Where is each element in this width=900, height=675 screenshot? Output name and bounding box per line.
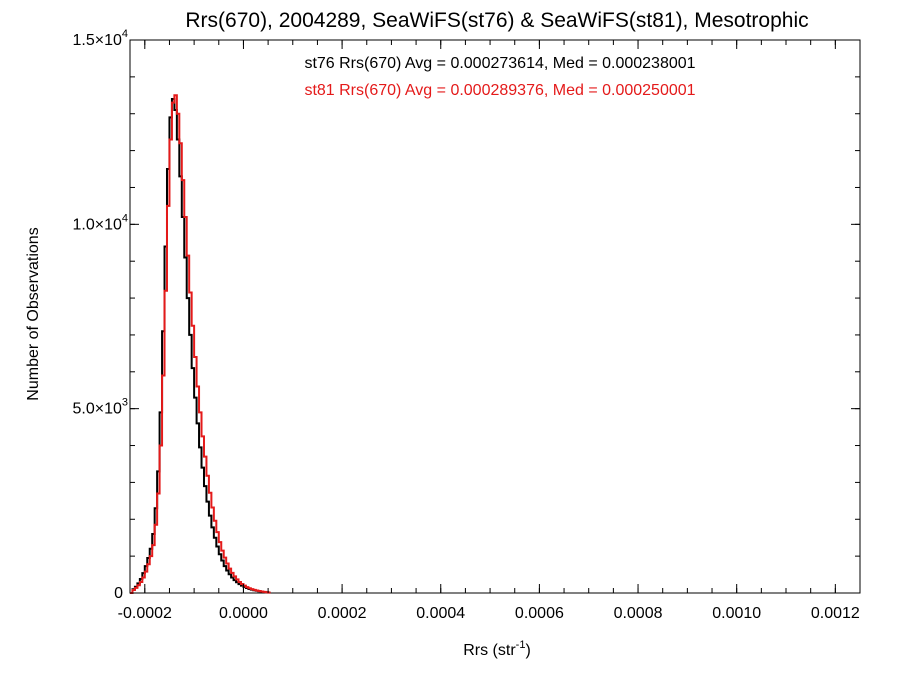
annotation-st76: st76 Rrs(670) Avg = 0.000273614, Med = 0… xyxy=(304,55,695,72)
x-tick-label: -0.0002 xyxy=(118,605,172,622)
x-axis-label: Rrs (str-1) xyxy=(463,639,531,659)
axes-layer: -0.0002 0.0000 0.0002 0.0004 0.0006 0.0008 0.0… xyxy=(72,28,861,622)
y-tick-label: 0 xyxy=(114,585,123,602)
series-layer xyxy=(130,94,271,594)
chart-title: Rrs(670), 2004289, SeaWiFS(st76) & SeaWi… xyxy=(185,9,808,32)
x-tick-label: 0.0002 xyxy=(318,605,367,622)
series-line-st81 xyxy=(130,94,271,594)
y-tick-label: 1.5×104 xyxy=(72,28,128,49)
x-tick-label: 0.0010 xyxy=(712,605,761,622)
y-tick-label: 5.0×103 xyxy=(72,397,128,418)
x-tick-label: 0.0008 xyxy=(614,605,663,622)
plot-frame xyxy=(129,39,861,594)
series-line-st76 xyxy=(130,97,271,594)
y-tick-label: 1.0×104 xyxy=(72,212,128,233)
x-tick-label: 0.0012 xyxy=(811,605,860,622)
y-axis-label: Number of Observations xyxy=(25,227,42,400)
x-tick-label: 0.0004 xyxy=(416,605,465,622)
annotation-st81: st81 Rrs(670) Avg = 0.000289376, Med = 0… xyxy=(304,82,695,99)
x-tick-label: 0.0006 xyxy=(515,605,564,622)
x-tick-label: 0.0000 xyxy=(219,605,268,622)
plot-area xyxy=(129,39,861,594)
